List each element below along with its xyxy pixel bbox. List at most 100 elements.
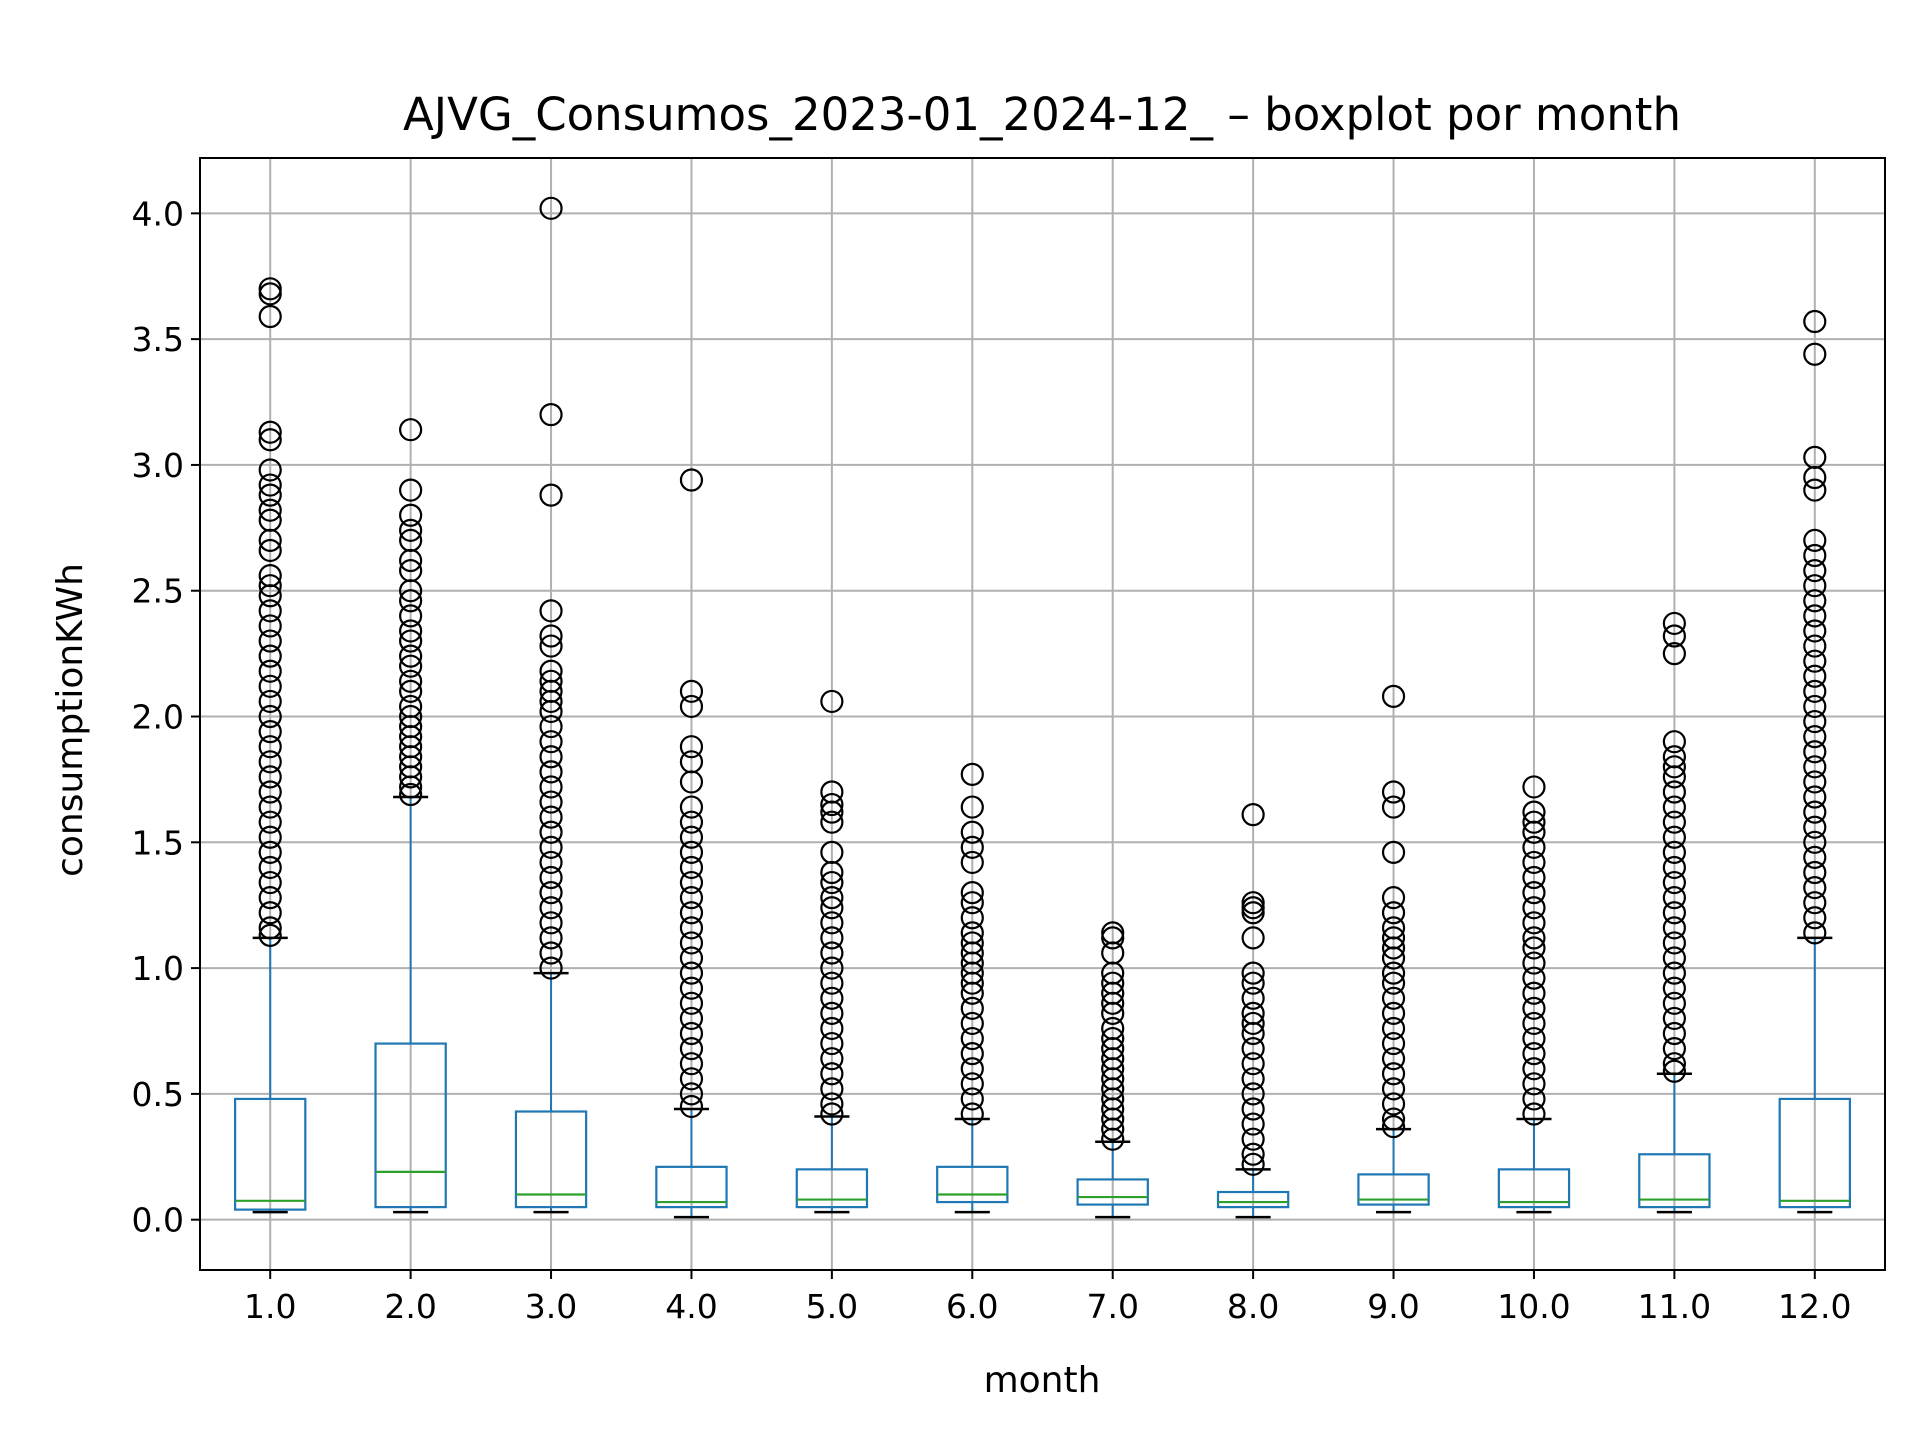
flier-point: [1241, 1097, 1265, 1121]
flier-point: [1803, 891, 1827, 915]
flier-point: [1662, 624, 1686, 648]
flier-point: [1803, 845, 1827, 870]
box-iqr: [514, 1110, 588, 1209]
flier-point: [960, 835, 984, 859]
flier-point: [679, 886, 704, 910]
flier-point: [960, 996, 984, 1020]
flier-point: [1662, 1037, 1686, 1061]
flier-point: [820, 1062, 844, 1086]
flier-point: [1803, 465, 1827, 490]
flier-point: [1803, 906, 1827, 930]
flier-point: [960, 881, 984, 905]
x-tick-label: 4.0: [665, 1287, 717, 1326]
flier-point: [1522, 1057, 1546, 1081]
flier-point: [1101, 926, 1125, 950]
flier-point: [1381, 886, 1406, 910]
box-iqr: [1076, 1178, 1149, 1206]
flier-point: [1381, 840, 1406, 864]
flier-point: [1241, 961, 1265, 985]
y-axis-label: consumptionKWh: [50, 563, 91, 877]
flier-point: [539, 634, 563, 658]
flier-point: [820, 956, 844, 980]
flier-point: [399, 619, 423, 643]
flier-point: [1662, 730, 1686, 754]
flier-point: [1381, 1047, 1406, 1071]
flier-point: [539, 805, 563, 829]
flier-point: [679, 855, 704, 880]
x-tick-label: 10.0: [1497, 1287, 1570, 1326]
flier-point: [1662, 611, 1686, 636]
flier-point: [679, 991, 704, 1015]
flier-point: [820, 860, 844, 885]
box-iqr: [1497, 1168, 1571, 1209]
box-iqr: [936, 1165, 1009, 1204]
flier-point: [820, 870, 844, 895]
flier-point: [258, 886, 282, 910]
flier-point: [1381, 901, 1406, 925]
flier-point: [539, 790, 563, 814]
chart-title: AJVG_Consumos_2023-01_2024-12_ – boxplot…: [403, 88, 1681, 141]
flier-point: [399, 644, 423, 668]
flier-point: [1522, 865, 1546, 890]
x-tick-label: 1.0: [244, 1287, 296, 1326]
flier-point: [1522, 966, 1546, 990]
flier-point: [258, 689, 282, 714]
flier-point: [1381, 684, 1406, 708]
flier-point: [1803, 649, 1827, 673]
flier-point: [539, 730, 563, 754]
flier-point: [960, 1087, 984, 1111]
flier-point: [399, 782, 423, 807]
flier-point: [820, 986, 844, 1010]
flier-point: [399, 548, 423, 573]
flier-point: [960, 1057, 984, 1081]
box-iqr: [234, 1097, 307, 1211]
flier-point: [1662, 755, 1686, 779]
flier-point: [399, 765, 423, 789]
flier-point: [1803, 309, 1827, 334]
box-iqr: [1216, 1190, 1290, 1209]
flier-point: [1803, 709, 1827, 734]
flier-point: [399, 679, 423, 703]
flier-point: [1803, 574, 1827, 598]
flier-point: [1522, 1102, 1546, 1126]
flier-point: [1662, 1006, 1686, 1031]
flier-point: [679, 1037, 704, 1061]
flier-point: [539, 896, 563, 920]
flier-point: [1662, 946, 1686, 970]
flier-point: [1241, 1067, 1265, 1091]
flier-point: [258, 528, 282, 553]
flier-point: [679, 901, 704, 925]
flier-point: [679, 694, 704, 719]
flier-point: [679, 735, 704, 759]
flier-point: [258, 614, 282, 638]
flier-point: [679, 1082, 704, 1106]
flier-point: [399, 604, 423, 628]
flier-point: [1803, 755, 1827, 779]
flier-point: [1522, 896, 1546, 920]
flier-point: [258, 720, 282, 744]
flier-point: [539, 699, 563, 724]
flier-point: [1662, 810, 1686, 834]
flier-point: [1241, 1037, 1265, 1061]
x-tick-label: 12.0: [1778, 1287, 1851, 1326]
flier-point: [258, 483, 282, 507]
flier-point: [1803, 619, 1827, 643]
flier-point: [539, 760, 563, 784]
flier-point: [1241, 1021, 1265, 1046]
flier-point: [539, 403, 563, 427]
flier-point: [1381, 1114, 1406, 1139]
flier-point: [1803, 785, 1827, 809]
y-tick-label: 3.5: [132, 320, 184, 359]
box-iqr: [374, 1042, 447, 1209]
box-iqr: [795, 1168, 869, 1209]
flier-point: [1241, 1142, 1265, 1166]
flier-point: [679, 770, 704, 794]
flier-point: [258, 923, 282, 947]
flier-point: [960, 820, 984, 844]
flier-point: [820, 886, 844, 910]
flier-point: [1381, 1107, 1406, 1131]
flier-point: [820, 896, 844, 920]
flier-point: [960, 906, 984, 930]
flier-point: [258, 901, 282, 925]
